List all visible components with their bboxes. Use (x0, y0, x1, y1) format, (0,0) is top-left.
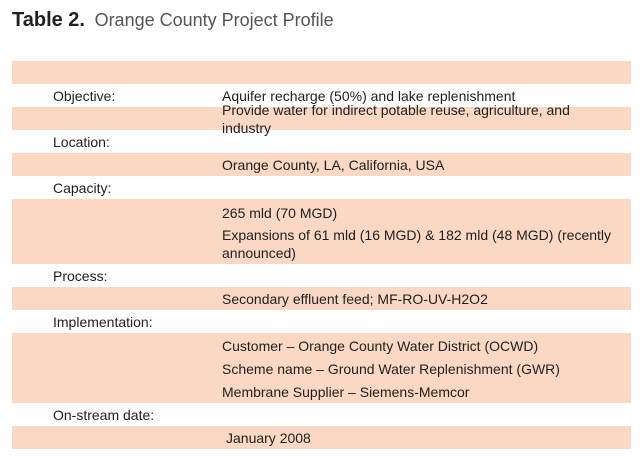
row-location-label: Location: (12, 130, 631, 153)
row-location-value: Orange County, LA, California, USA (12, 153, 631, 176)
implementation-value-2: Scheme name – Ground Water Replenishment… (222, 361, 560, 377)
implementation-label-empty (12, 336, 222, 400)
capacity-value-1: 265 mld (70 MGD) (222, 205, 338, 221)
location-label: Location: (53, 133, 110, 150)
table-header-band (12, 61, 631, 84)
implementation-value-1: Customer – Orange County Water District … (222, 338, 539, 354)
implementation-values: Customer – Orange County Water District … (222, 336, 631, 400)
table-title: Table 2. Orange County Project Profile (12, 8, 334, 32)
project-profile-table: Objective: Aquifer recharge (50%) and la… (12, 61, 631, 449)
process-label: Process: (53, 267, 108, 284)
capacity-label-empty (12, 202, 222, 261)
implementation-value-3: Membrane Supplier – Siemens-Memcor (222, 384, 470, 400)
objective-label: Objective: (53, 87, 116, 104)
row-capacity-values: 265 mld (70 MGD) Expansions of 61 mld (1… (12, 199, 631, 264)
implementation-label: Implementation: (53, 313, 153, 330)
row-onstream-value: January 2008 (12, 426, 631, 449)
process-value: Secondary effluent feed; MF-RO-UV-H2O2 (222, 290, 488, 307)
row-process-value: Secondary effluent feed; MF-RO-UV-H2O2 (12, 287, 631, 310)
row-capacity-label: Capacity: (12, 176, 631, 199)
row-onstream-label: On-stream date: (12, 403, 631, 426)
table-number: Table 2. (12, 9, 85, 31)
onstream-value: January 2008 (226, 429, 311, 446)
onstream-label: On-stream date: (53, 406, 155, 423)
table-caption: Orange County Project Profile (94, 10, 334, 30)
row-objective-2: Provide water for indirect potable reuse… (12, 102, 631, 136)
row-objective: Objective: Aquifer recharge (50%) and la… (12, 84, 631, 107)
row-process-label: Process: (12, 264, 631, 287)
location-value: Orange County, LA, California, USA (222, 156, 445, 173)
capacity-value-2: Expansions of 61 mld (16 MGD) & 182 mld … (222, 227, 612, 261)
row-implementation-values: Customer – Orange County Water District … (12, 333, 631, 403)
row-implementation-label: Implementation: (12, 310, 631, 333)
objective-value-2: Provide water for indirect potable reuse… (222, 101, 570, 136)
capacity-values: 265 mld (70 MGD) Expansions of 61 mld (1… (222, 202, 631, 261)
capacity-label: Capacity: (53, 179, 112, 196)
objective-value-1: Aquifer recharge (50%) and lake replenis… (222, 87, 516, 104)
